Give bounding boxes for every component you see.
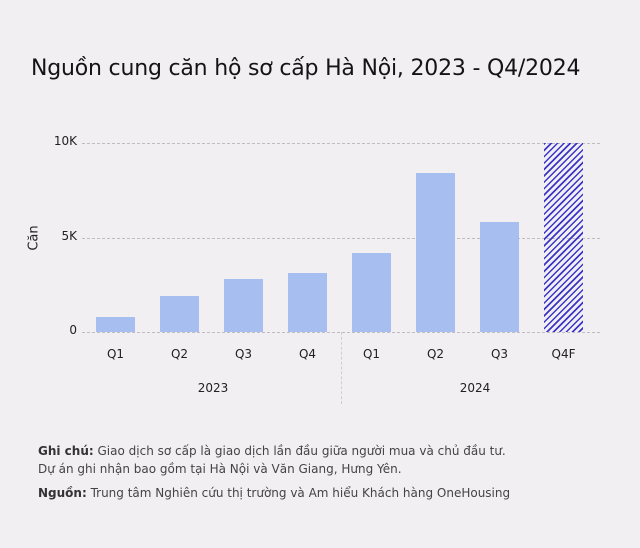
- x-tick-label: Q4: [298, 347, 317, 361]
- bar: [352, 252, 391, 332]
- source-label: Nguồn:: [38, 486, 87, 500]
- group-label-2024: 2024: [459, 381, 491, 395]
- year-divider: [341, 332, 342, 404]
- gridline-5k: [82, 238, 600, 239]
- x-tick-label: Q3: [234, 347, 253, 361]
- note-line-1: Ghi chú: Giao dịch sơ cấp là giao dịch l…: [38, 442, 510, 460]
- group-label-2023: 2023: [197, 381, 229, 395]
- gridline-10k: [82, 143, 600, 144]
- note-text: Giao dịch sơ cấp là giao dịch lần đầu gi…: [93, 444, 506, 458]
- source-text: Trung tâm Nghiên cứu thị trường và Am hi…: [86, 486, 511, 500]
- x-tick-label: Q2: [170, 347, 189, 361]
- chart-notes: Ghi chú: Giao dịch sơ cấp là giao dịch l…: [38, 442, 510, 502]
- bar: [160, 296, 199, 332]
- bar-chart: Căn 10K 5K 0 Q1 Q2 Q3 Q4 Q1 Q2 Q3 Q4F 2023 2024: [27, 134, 600, 404]
- y-tick-10k: 10K: [53, 134, 77, 148]
- source-line: Nguồn: Trung tâm Nghiên cứu thị trường v…: [38, 484, 510, 502]
- bar: [96, 316, 135, 332]
- bar: [288, 273, 327, 332]
- y-tick-0: 0: [69, 323, 77, 337]
- note-line-2: Dự án ghi nhận bao gồm tại Hà Nội và Văn…: [38, 462, 402, 476]
- note-label: Ghi chú:: [38, 444, 94, 458]
- x-tick-label: Q1: [362, 347, 381, 361]
- chart-title: Nguồn cung căn hộ sơ cấp Hà Nội, 2023 - …: [31, 56, 581, 81]
- bar: [416, 173, 455, 332]
- bar: [480, 222, 519, 332]
- x-tick-label: Q1: [106, 347, 125, 361]
- bar-forecast: [544, 143, 583, 332]
- bar: [224, 279, 263, 332]
- x-tick-label: Q4F: [551, 347, 576, 361]
- y-tick-5k: 5K: [61, 229, 77, 243]
- x-tick-label: Q2: [426, 347, 445, 361]
- x-tick-label: Q3: [490, 347, 509, 361]
